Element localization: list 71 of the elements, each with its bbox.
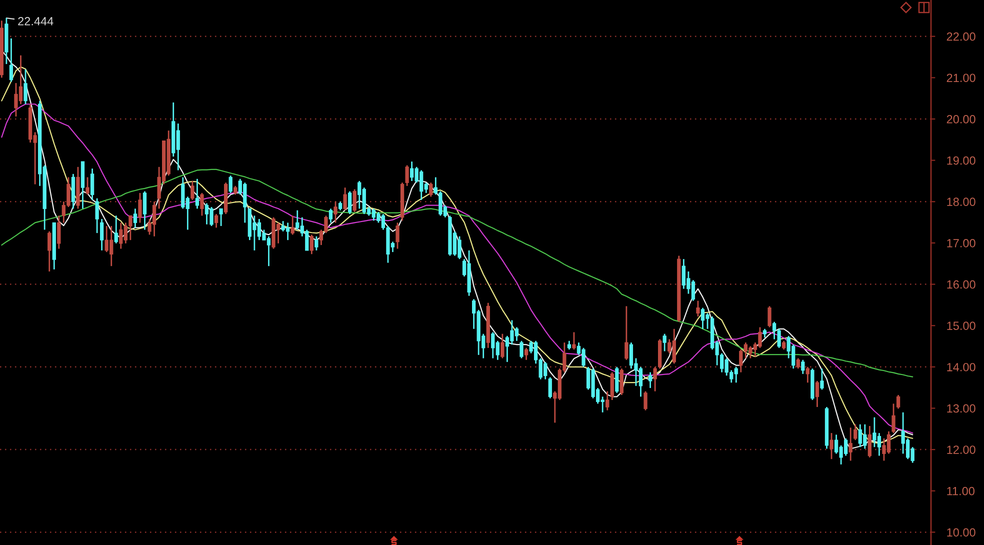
candlestick (572, 332, 576, 350)
candlestick (820, 368, 824, 390)
candlestick (352, 188, 356, 213)
y-tick-label: 11.00 (947, 486, 974, 496)
candlestick (138, 192, 142, 224)
line-series (1, 168, 914, 378)
candlestick (310, 234, 314, 255)
candlestick (57, 214, 61, 250)
candlestick (796, 358, 800, 370)
y-tick-label: 14.00 (947, 362, 976, 372)
candlestick (328, 208, 333, 224)
y-tick-label: 10.00 (947, 528, 976, 537)
candlestick (214, 213, 218, 228)
candlestick (606, 390, 610, 411)
candlestick (648, 372, 652, 389)
y-tick-label: 18.00 (947, 198, 976, 206)
candlestick (9, 38, 14, 83)
candlestick (114, 214, 118, 244)
candlestick (314, 236, 318, 252)
candlestick (806, 366, 810, 384)
candlestick (228, 174, 232, 194)
candlestick (896, 394, 900, 410)
y-tick-label: 16.00 (947, 280, 976, 289)
candlestick (90, 168, 94, 201)
candlestick (24, 68, 28, 105)
candlestick (615, 366, 619, 394)
candlestick (696, 300, 700, 318)
candlestick (624, 305, 628, 361)
candlestick (348, 190, 352, 215)
candlestick (830, 432, 834, 460)
candlestick (854, 424, 858, 441)
y-tick-label: 15.00 (947, 322, 976, 330)
candlestick (100, 218, 104, 252)
candlestick (190, 180, 194, 201)
candlestick (343, 186, 347, 212)
candlestick (200, 192, 204, 216)
y-tick-label: 21.00 (946, 74, 976, 82)
candlestick (801, 359, 805, 375)
candlestick (848, 426, 852, 462)
candlestick (520, 340, 524, 359)
candlestick (653, 366, 657, 392)
candlestick (548, 376, 552, 400)
y-tick-label: 13.00 (947, 404, 976, 413)
candlestick (219, 208, 223, 227)
y-tick-label: 12.00 (947, 446, 976, 454)
candlestick (500, 333, 504, 359)
candlestick (86, 176, 90, 196)
candlestick (768, 305, 772, 328)
y-tick-label: 22.00 (946, 32, 976, 41)
candlestick (524, 347, 528, 361)
candlestick (868, 425, 872, 458)
candlestick (142, 190, 147, 230)
candlestick (815, 380, 820, 408)
candlestick (429, 182, 433, 198)
candlestick (195, 178, 200, 210)
y-tick-label: 17.00 (947, 238, 976, 248)
annotation: 22.444 (18, 16, 54, 26)
candlestick (95, 198, 99, 234)
candlestick (334, 200, 338, 224)
candlestick (290, 214, 294, 236)
candlestick (644, 390, 648, 411)
y-tick-label: 20.00 (946, 115, 976, 124)
candlestick (662, 333, 666, 352)
candlestick (133, 208, 138, 228)
candlestick (610, 372, 614, 401)
candlestick (892, 402, 896, 434)
candlestick (396, 222, 400, 250)
candlestick (405, 164, 409, 187)
candlestick (620, 368, 624, 396)
candlestick (48, 230, 52, 272)
y-tick-label: 19.00 (947, 156, 976, 165)
